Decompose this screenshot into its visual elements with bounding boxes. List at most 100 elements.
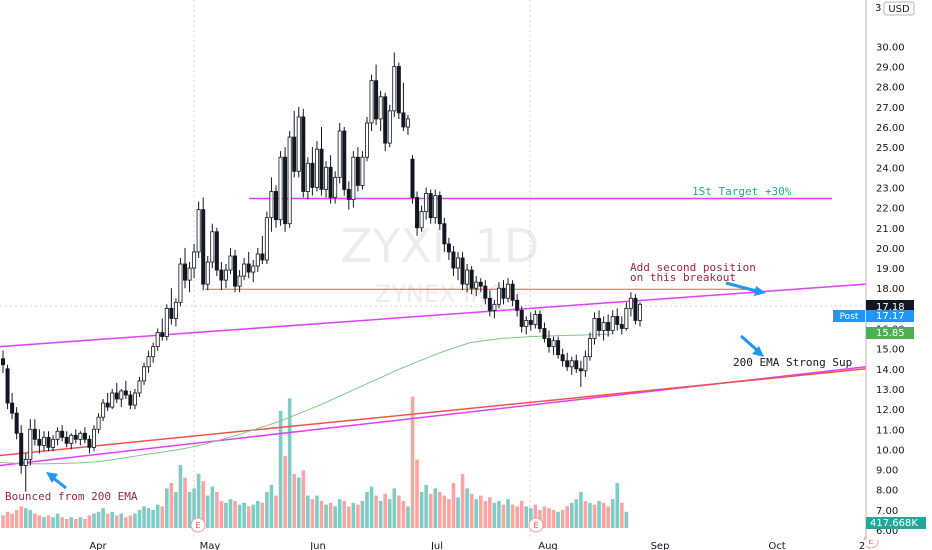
- volume-bar: [369, 486, 374, 528]
- arrow-icon: [46, 472, 67, 490]
- candle: [78, 432, 83, 440]
- volume-bar: [292, 474, 296, 528]
- volume-bar: [110, 511, 114, 528]
- candle: [597, 318, 602, 331]
- volume-bar: [478, 495, 483, 528]
- volume-bars: [1, 396, 629, 528]
- volume-bar: [146, 508, 151, 528]
- candle: [547, 338, 552, 348]
- x-tick-labels: Apr May Jun Jul Aug Sep Oct 2: [89, 541, 865, 550]
- candle: [378, 96, 383, 120]
- candle: [151, 346, 156, 358]
- candle: [565, 360, 570, 368]
- volume-bar: [401, 501, 406, 528]
- upper-trendline[interactable]: [0, 283, 867, 348]
- volume-bar: [306, 495, 310, 528]
- volume-bar: [114, 515, 119, 528]
- candle: [324, 166, 329, 190]
- candle: [601, 322, 606, 331]
- volume-bar: [96, 511, 101, 528]
- candle: [492, 303, 497, 311]
- volume-bar: [269, 484, 274, 528]
- candle: [41, 436, 46, 446]
- volume-bar: [310, 499, 315, 528]
- volume-bar: [5, 511, 10, 528]
- price-label-last: 17.18: [866, 300, 914, 313]
- y-tick-label: 30.00: [876, 42, 905, 53]
- volume-bar: [606, 506, 610, 528]
- candle: [119, 390, 124, 400]
- volume-bar: [69, 517, 74, 528]
- candle: [37, 438, 42, 446]
- volume-bar: [565, 506, 569, 528]
- annotation-ema-support: 200 EMA Strong Sup: [733, 356, 852, 369]
- candle: [351, 156, 356, 200]
- x-tick-label: Jul: [430, 541, 443, 550]
- price-label-ema: 15.85: [866, 327, 914, 339]
- candle: [132, 392, 137, 406]
- volume-bar: [601, 502, 606, 528]
- price-axis[interactable]: [866, 0, 932, 540]
- earnings-marker[interactable]: E: [190, 517, 206, 533]
- candle: [387, 110, 392, 144]
- candle: [137, 380, 142, 394]
- svg-text:15.85: 15.85: [876, 328, 905, 339]
- candle: [214, 231, 219, 271]
- y-tick-label: 20.00: [876, 244, 905, 255]
- y-tick-label: 23.00: [876, 183, 905, 194]
- candle: [142, 366, 147, 382]
- candle: [524, 320, 529, 327]
- volume-bar: [529, 508, 533, 528]
- volume-bar: [124, 517, 128, 528]
- volume-bar: [615, 483, 620, 528]
- time-axis[interactable]: [0, 540, 866, 550]
- candle: [273, 191, 278, 221]
- volume-bar: [424, 484, 428, 528]
- y-tick-label: 18.00: [876, 284, 905, 295]
- volume-bar: [597, 501, 601, 528]
- candle: [519, 309, 524, 327]
- candle: [342, 130, 347, 190]
- volume-bar: [64, 519, 69, 528]
- volume-bar: [397, 495, 401, 528]
- volume-bar: [324, 504, 328, 528]
- annotation-add-position-1: Add second position: [630, 261, 756, 274]
- volume-bar: [387, 499, 392, 528]
- volume-bar: [351, 502, 356, 528]
- candle: [55, 430, 60, 440]
- y-tick-label-top: 3: [875, 3, 881, 14]
- candle: [501, 287, 506, 299]
- y-tick-label: 19.00: [876, 264, 905, 275]
- volume-bar: [592, 504, 597, 528]
- candle: [560, 354, 565, 362]
- volume-bar: [474, 499, 478, 528]
- arrow-icon: [740, 334, 764, 357]
- earnings-marker[interactable]: E: [528, 517, 544, 533]
- candle: [392, 66, 397, 112]
- volume-bar: [60, 517, 64, 528]
- candle: [556, 340, 561, 356]
- x-tick-label: Oct: [768, 541, 785, 550]
- ema200-line: [0, 333, 611, 465]
- candle: [51, 438, 56, 448]
- candle: [401, 112, 406, 128]
- x-tick-label: Sep: [651, 541, 670, 550]
- volume-bar: [169, 483, 174, 528]
- volume-bar: [556, 511, 560, 528]
- candle: [638, 303, 643, 321]
- red-trendline[interactable]: [0, 368, 867, 457]
- candle: [210, 231, 215, 263]
- candle: [314, 148, 319, 188]
- currency-badge[interactable]: USD: [883, 1, 915, 16]
- volume-bar: [456, 497, 460, 528]
- volume-bar: [415, 459, 419, 528]
- candle: [278, 156, 283, 221]
- volume-bar: [228, 499, 233, 528]
- candle: [219, 269, 224, 281]
- volume-bar: [28, 510, 33, 528]
- y-tick-label: 25.00: [876, 143, 905, 154]
- y-tick-label: 10.00: [876, 445, 905, 456]
- volume-bar: [374, 495, 378, 528]
- candle: [619, 324, 624, 329]
